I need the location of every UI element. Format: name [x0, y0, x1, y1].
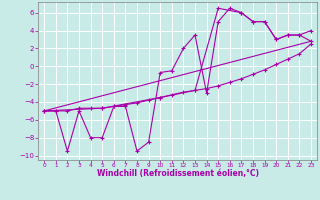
X-axis label: Windchill (Refroidissement éolien,°C): Windchill (Refroidissement éolien,°C) [97, 169, 259, 178]
